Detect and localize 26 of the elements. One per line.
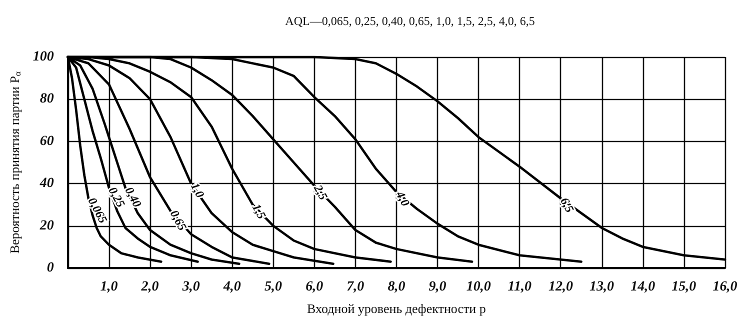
y-tick-label: 80 xyxy=(40,92,54,107)
x-tick-label: 16,0 xyxy=(712,280,738,294)
x-tick-label: 3,0 xyxy=(181,280,200,294)
y-tick-label: 100 xyxy=(32,50,54,64)
x-tick-label: 2,0 xyxy=(140,280,159,294)
x-tick-label: 11,0 xyxy=(508,280,532,294)
x-tick-label: 1,0 xyxy=(100,280,118,294)
x-tick-label: 15,0 xyxy=(672,280,696,294)
x-tick-label: 7,0 xyxy=(346,280,364,294)
y-tick-label: 20 xyxy=(38,218,54,234)
text: 0,065 xyxy=(85,195,110,226)
x-tick-label: 6,0 xyxy=(306,280,324,294)
y-tick-label: 40 xyxy=(38,176,54,192)
x-tick-label: 9,0 xyxy=(428,280,446,294)
x-tick-label: 8,0 xyxy=(388,280,406,294)
y-tick-label: 0 xyxy=(46,260,54,276)
x-tick-label: 12,0 xyxy=(548,280,573,294)
x-tick-label: 5,0 xyxy=(264,280,282,294)
x-tick-label: 10,0 xyxy=(466,280,491,294)
x-tick-label: 14,0 xyxy=(630,280,656,294)
x-axis-title: Входной уровень дефектности р xyxy=(307,301,486,316)
x-tick-label: 4,0 xyxy=(222,280,241,294)
y-axis-title: Вероятность принятия партии Pα xyxy=(7,71,22,254)
x-tick-label: 13,0 xyxy=(590,280,614,294)
y-tick-label: 60 xyxy=(40,134,54,149)
chart-title: AQL—0,065, 0,25, 0,40, 0,65, 1,0, 1,5, 2,5, 4,0, 6,5 xyxy=(285,14,535,28)
